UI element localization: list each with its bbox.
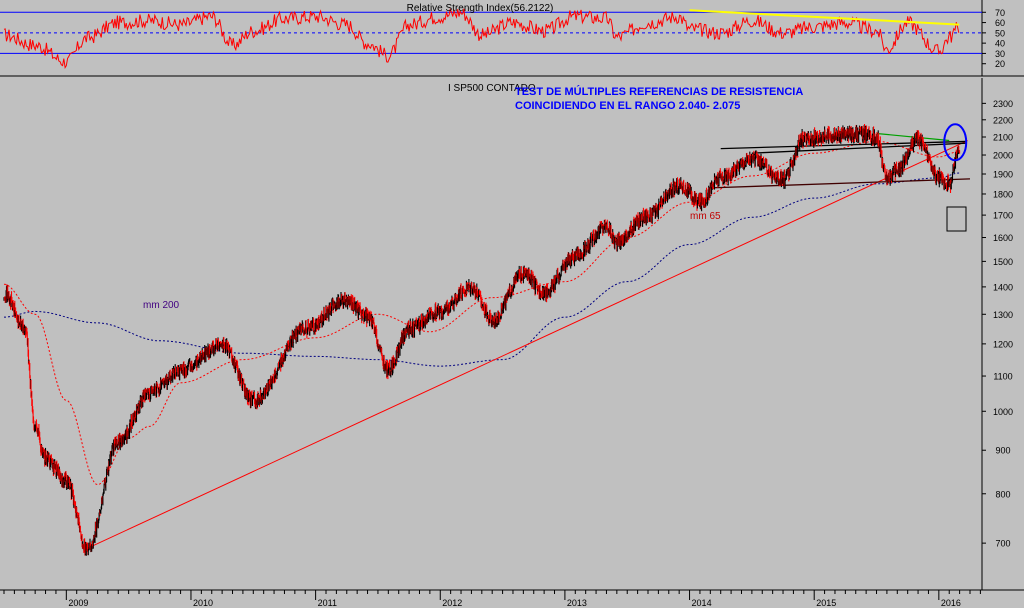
rsi-title: Relative Strength Index(56.2122): [407, 3, 554, 14]
price-tick-label: 1100: [993, 372, 1012, 382]
highlight-circle: [943, 123, 968, 162]
price-tick-label: 1600: [993, 233, 1013, 243]
rsi-tick-label: 20: [995, 59, 1005, 69]
support-line: [710, 178, 971, 189]
annotation-line-2: COINCIDIENDO EN EL RANGO 2.040- 2.075: [515, 100, 740, 112]
rsi-tick-label: 60: [995, 18, 1005, 28]
rsi-tick-label: 50: [995, 28, 1005, 38]
x-tick-label: 2009: [68, 598, 88, 608]
rsi-tick-label: 70: [995, 8, 1005, 18]
price-tick-label: 2100: [993, 132, 1013, 142]
price-tick-label: 2200: [993, 115, 1013, 125]
rsi-tick-label: 30: [995, 49, 1005, 59]
price-tick-label: 1000: [993, 407, 1013, 417]
resistance-line-upper: [720, 140, 966, 150]
price-tick-label: 2300: [993, 99, 1013, 109]
x-tick-label: 2015: [816, 598, 836, 608]
x-tick-label: 2014: [692, 598, 712, 608]
annotation-line-1: TEST DE MÚLTIPLES REFERENCIAS DE RESISTE…: [515, 85, 803, 98]
mm200-series-line: [4, 172, 960, 367]
resistance-line-lower: [751, 142, 966, 154]
long-term-trendline: [86, 140, 968, 549]
price-y-axis: 2300 2200 2100 2000 1900 1800 1700 1600 1500 1400…: [982, 99, 1013, 549]
price-panel: 2300 2200 2100 2000 1900 1800 1700 1600 1500 1400…: [0, 78, 1024, 608]
price-tick-label: 900: [995, 446, 1010, 456]
price-chart-title: I SP500 CONTADO: [448, 83, 536, 94]
price-tick-label: 1800: [993, 189, 1013, 199]
price-tick-label: 700: [995, 539, 1010, 549]
rsi-trendline: [689, 9, 960, 26]
x-tick-label: 2010: [193, 598, 213, 608]
price-tick-label: 2000: [993, 151, 1013, 161]
price-tick-label: 1400: [993, 282, 1013, 292]
price-tick-label: 1200: [993, 339, 1013, 349]
rsi-series-line: [3, 8, 960, 70]
mm65-label: mm 65: [690, 211, 721, 222]
rsi-levels: [0, 11, 982, 54]
x-tick-label: 2012: [442, 598, 462, 608]
price-tick-label: 1900: [993, 169, 1013, 179]
marker-box: [946, 206, 967, 232]
x-axis: 2009 2010 2011 2012 2013 2014 2015 2016: [3, 590, 981, 608]
mm200-label: mm 200: [143, 300, 180, 311]
price-tick-label: 1300: [993, 310, 1013, 320]
price-tick-label: 800: [995, 489, 1010, 499]
x-tick-label: 2011: [318, 598, 337, 608]
rsi-tick-label: 40: [995, 39, 1005, 49]
x-tick-label: 2013: [567, 598, 587, 608]
price-bars: [3, 124, 961, 556]
price-tick-label: 1500: [993, 257, 1013, 267]
x-tick-label: 2016: [941, 598, 961, 608]
price-tick-label: 1700: [993, 211, 1013, 221]
